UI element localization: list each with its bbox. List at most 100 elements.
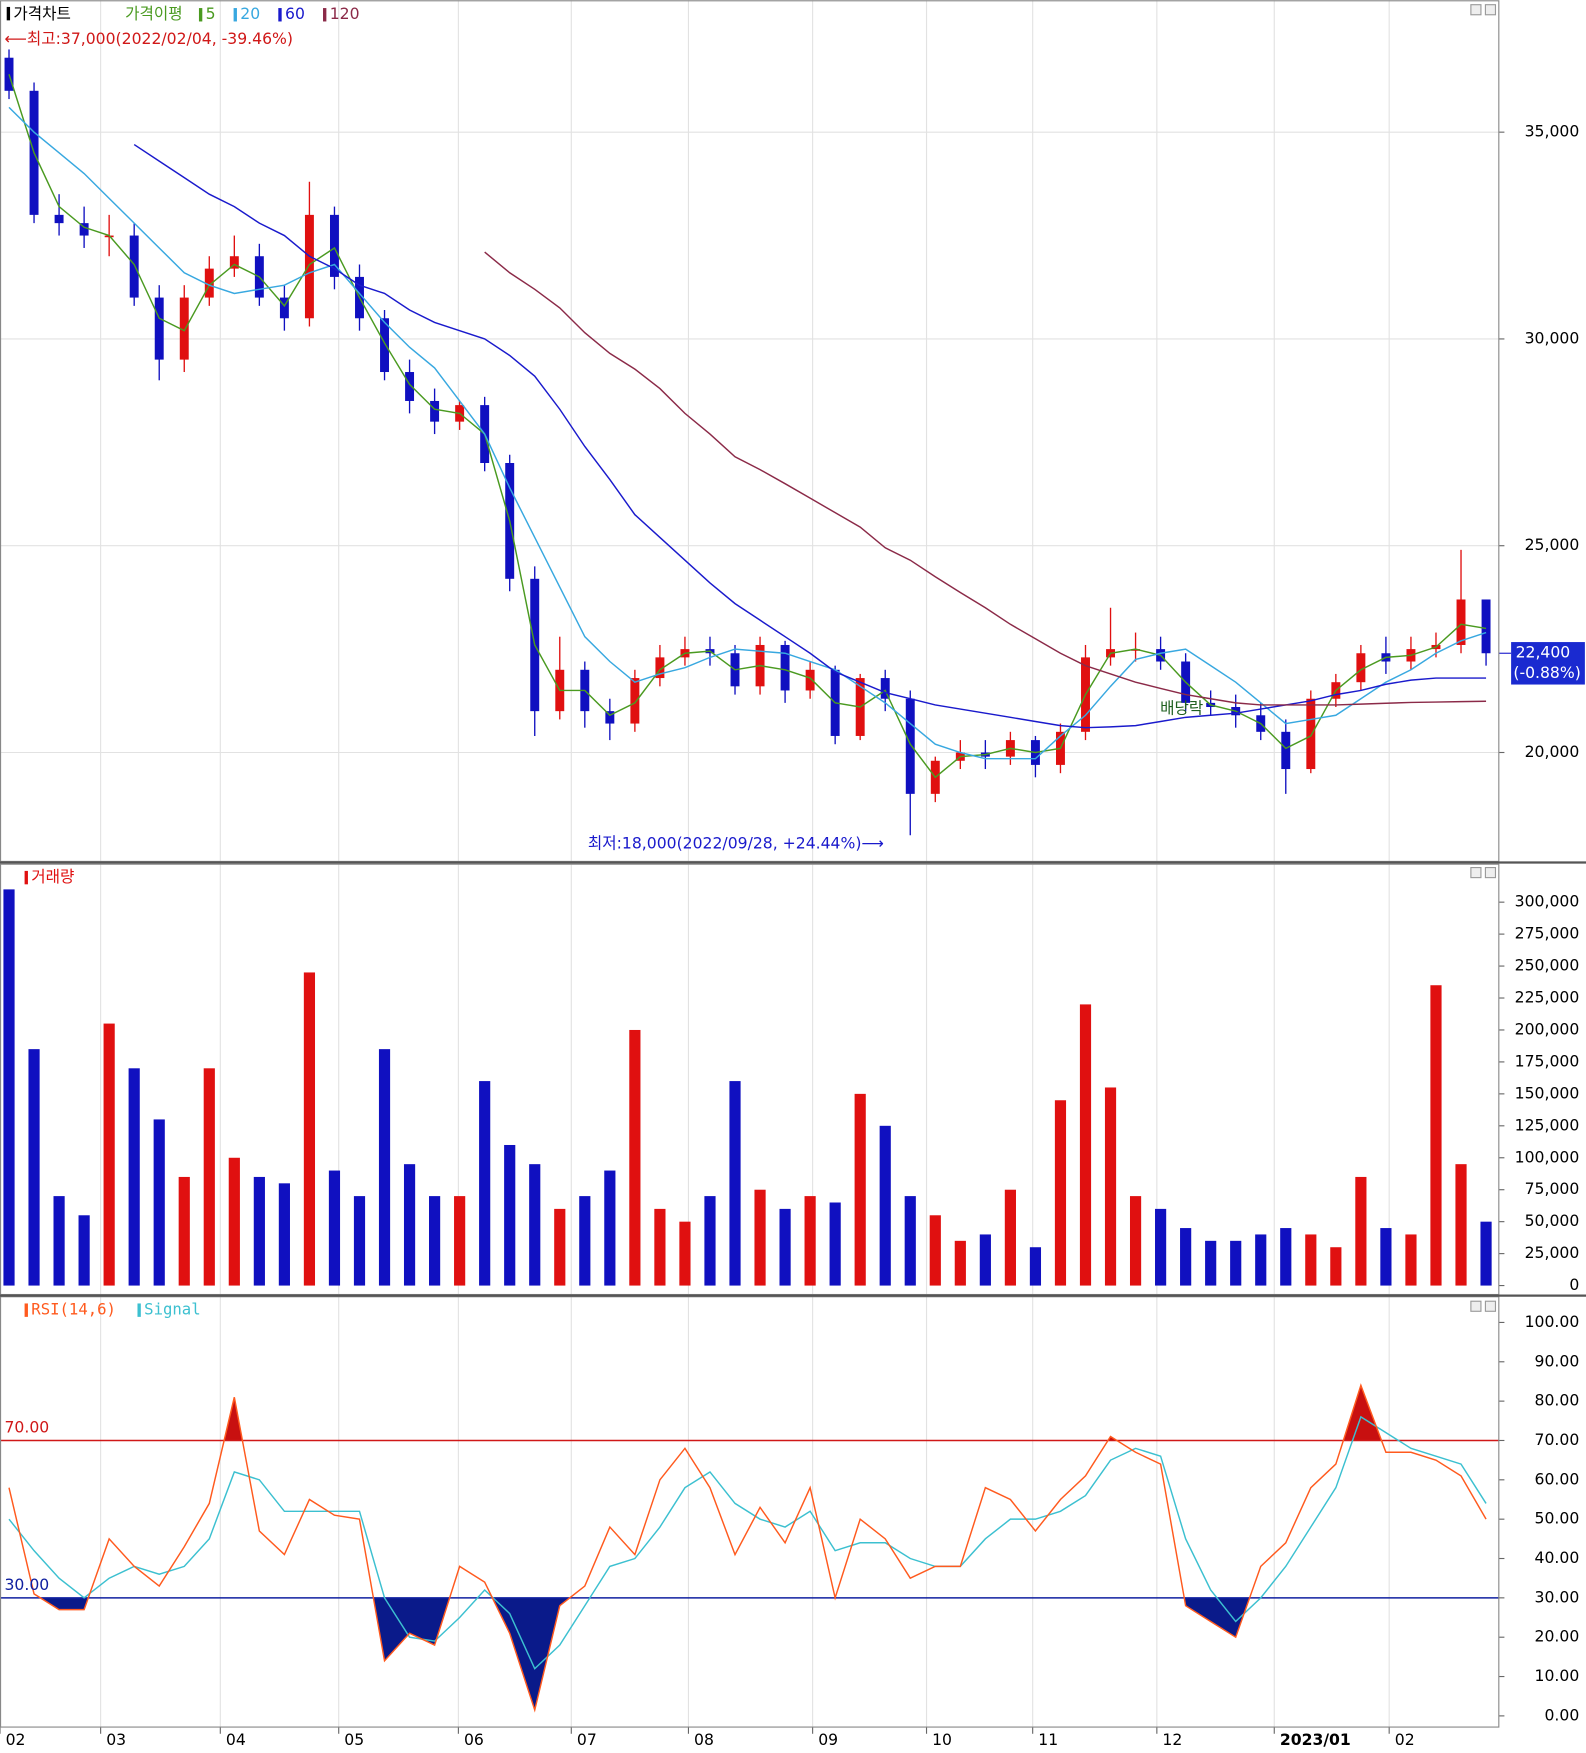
candle-body [329, 214, 339, 277]
volume-bar [28, 1049, 40, 1286]
y-tick-label: 50.00 [1535, 1509, 1580, 1528]
volume-bar [929, 1215, 941, 1286]
candle-body [129, 235, 139, 298]
y-tick-label: 20.00 [1535, 1627, 1580, 1646]
window-button[interactable] [1470, 866, 1482, 879]
volume-bar [1405, 1234, 1417, 1286]
candle-body [430, 400, 440, 422]
candle-body [630, 678, 640, 724]
current-price: 22,400 [1516, 643, 1571, 662]
y-tick-label: 25,000 [1525, 535, 1580, 554]
candle-body [805, 669, 815, 691]
x-tick-label: 11 [1038, 1730, 1058, 1749]
volume-bar [954, 1240, 966, 1286]
candle-body [1306, 698, 1316, 770]
volume-bar [654, 1208, 666, 1286]
x-tick-label: 10 [932, 1730, 952, 1749]
labels-layer: 가격차트 가격이평 ⟵최고:37,000(2022/02/04, -39.46%… [4, 4, 1585, 1749]
volume-bar [1155, 1208, 1167, 1286]
volume-bar [1079, 1004, 1092, 1286]
y-tick-label: 250,000 [1515, 956, 1580, 975]
legend-label: 120 [330, 4, 360, 23]
volume-bar [353, 1196, 366, 1286]
candle-body [154, 297, 164, 360]
price-change: (-0.88%) [1513, 663, 1580, 682]
y-tick-label: 30,000 [1525, 328, 1580, 347]
dividend-annotation: 배당락 [1160, 698, 1203, 717]
volume-bar [1305, 1234, 1317, 1286]
legend-label: Signal [144, 1300, 200, 1319]
candle-body [179, 297, 189, 360]
window-button[interactable] [1484, 4, 1497, 16]
volume-bar [1180, 1228, 1192, 1286]
volume-bar [1430, 985, 1442, 1286]
volume-bar [829, 1202, 841, 1286]
y-tick-label: 60.00 [1535, 1469, 1580, 1488]
volume-bar [228, 1157, 240, 1286]
legend-swatch [24, 870, 28, 885]
x-tick-label: 08 [694, 1730, 714, 1749]
legend-label: 60 [285, 4, 305, 23]
moving-average-line [8, 106, 1487, 760]
volume-bar [403, 1164, 416, 1286]
volume-bar [53, 1196, 65, 1286]
y-tick-label: 80.00 [1535, 1391, 1580, 1410]
volume-bar [1205, 1240, 1217, 1286]
legend-label: RSI(14,6) [31, 1300, 116, 1319]
volume-bar [1255, 1234, 1267, 1286]
candle-body [905, 698, 915, 794]
candle-body [655, 657, 665, 679]
legend-label: 5 [206, 4, 216, 23]
y-tick-label: 0.00 [1544, 1705, 1579, 1724]
moving-average-line [133, 143, 1487, 729]
volume-bar [1330, 1247, 1342, 1286]
x-tick-label: 03 [106, 1730, 126, 1749]
panel-title: 가격차트 [13, 4, 71, 23]
low-annotation: 최저:18,000(2022/09/28, +24.44%)⟶ [588, 834, 884, 853]
y-tick-label: 200,000 [1515, 1019, 1580, 1038]
y-tick-label: 75,000 [1525, 1179, 1580, 1198]
volume-bar [153, 1119, 165, 1286]
legend-label: 20 [240, 4, 260, 23]
y-tick-label: 10.00 [1535, 1666, 1580, 1685]
y-tick-label: 100.00 [1525, 1312, 1580, 1331]
window-button[interactable] [1470, 1300, 1482, 1312]
window-button[interactable] [1484, 866, 1497, 879]
volume-bar [1029, 1247, 1042, 1286]
level-label: 70.00 [4, 1418, 49, 1437]
window-button[interactable] [1470, 4, 1482, 16]
volume-bar [429, 1196, 441, 1286]
y-tick-label: 25,000 [1525, 1243, 1580, 1262]
y-tick-label: 20,000 [1525, 742, 1580, 761]
y-tick-label: 275,000 [1515, 924, 1580, 943]
legend-swatch [278, 8, 282, 22]
candle-body [380, 318, 390, 373]
volume-bar [1380, 1228, 1392, 1286]
candle-body [1481, 599, 1491, 654]
candle-body [780, 644, 790, 691]
moving-average-line [484, 251, 1487, 706]
volume-bar [1280, 1228, 1292, 1286]
legend-swatch [198, 8, 203, 22]
volume-bar [378, 1049, 391, 1286]
y-tick-label: 225,000 [1515, 988, 1580, 1007]
legend-swatch [6, 6, 11, 21]
volume-bar [979, 1234, 991, 1286]
volume-bar [779, 1208, 791, 1286]
volume-bar [278, 1183, 290, 1286]
candle-body [1281, 731, 1291, 770]
volume-bar [1455, 1164, 1467, 1286]
x-tick-label: 05 [344, 1730, 364, 1749]
volume-bar [203, 1068, 215, 1286]
volume-bar [529, 1164, 541, 1286]
volume-bar [804, 1196, 816, 1286]
volume-bar [3, 889, 15, 1286]
candle-body [279, 297, 289, 319]
y-tick-label: 40.00 [1535, 1548, 1580, 1567]
volume-bar [103, 1023, 115, 1286]
volume-bar [704, 1196, 716, 1286]
window-button[interactable] [1484, 1300, 1497, 1312]
x-tick-label: 04 [226, 1730, 246, 1749]
